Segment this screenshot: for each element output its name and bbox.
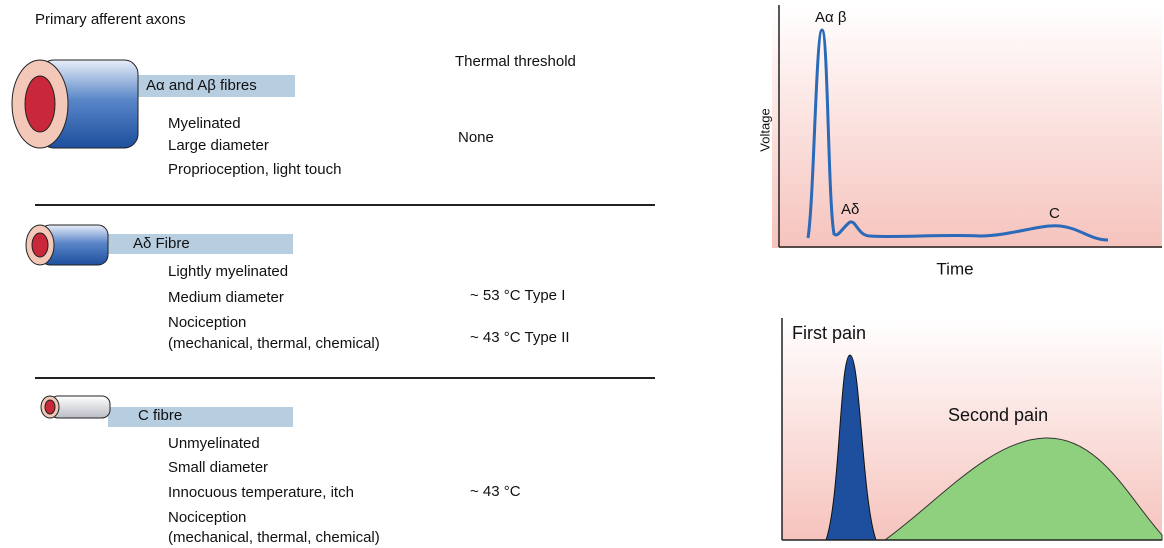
fibre-property: Medium diameter (168, 289, 284, 306)
axon-icon (11, 59, 139, 149)
fibre-property: Myelinated (168, 115, 241, 132)
x-axis-label: Time (936, 259, 973, 278)
threshold-header: Thermal threshold (455, 53, 576, 70)
thermal-threshold: ~ 43 °C (470, 483, 521, 500)
first-pain-curve (825, 354, 877, 541)
label-bar (135, 75, 295, 97)
peak-label: Aδ (841, 201, 859, 218)
axon-icon (25, 224, 109, 266)
fibre-property: (mechanical, thermal, chemical) (168, 529, 380, 546)
fibre-texts: Aα and Aβ fibres Myelinated Large diameter… (133, 77, 570, 546)
fibre-property: Small diameter (168, 459, 268, 476)
action-potential-trace (806, 28, 1109, 242)
label-bar (108, 407, 293, 427)
peak-label: C (1049, 205, 1060, 222)
fibre-property: Large diameter (168, 137, 269, 154)
chart-background (772, 5, 1162, 248)
fibre-name: C fibre (138, 407, 182, 424)
second-pain-label: Second pain (948, 405, 1048, 425)
peak-label: Aα β (815, 9, 847, 26)
fibre-name: Aα and Aβ fibres (146, 77, 257, 94)
axon-icon (40, 395, 111, 419)
label-bar (108, 234, 293, 254)
fibre-property: Lightly myelinated (168, 263, 288, 280)
fibre-name: Aδ Fibre (133, 235, 190, 252)
fibre-property: Proprioception, light touch (168, 161, 341, 178)
thermal-threshold: None (458, 129, 494, 146)
y-axis-label: Voltage (757, 108, 772, 151)
fibre-property: Nociception (168, 314, 246, 331)
fibre-property: (mechanical, thermal, chemical) (168, 335, 380, 352)
thermal-threshold: ~ 43 °C Type II (470, 329, 570, 346)
thermal-threshold: ~ 53 °C Type I (470, 287, 565, 304)
title: Primary afferent axons (35, 11, 186, 28)
second-pain-curve (883, 437, 1163, 541)
fibre-property: Innocuous temperature, itch (168, 484, 354, 501)
fibre-property: Nociception (168, 509, 246, 526)
first-pain-label: First pain (792, 323, 866, 343)
fibre-property: Unmyelinated (168, 435, 260, 452)
